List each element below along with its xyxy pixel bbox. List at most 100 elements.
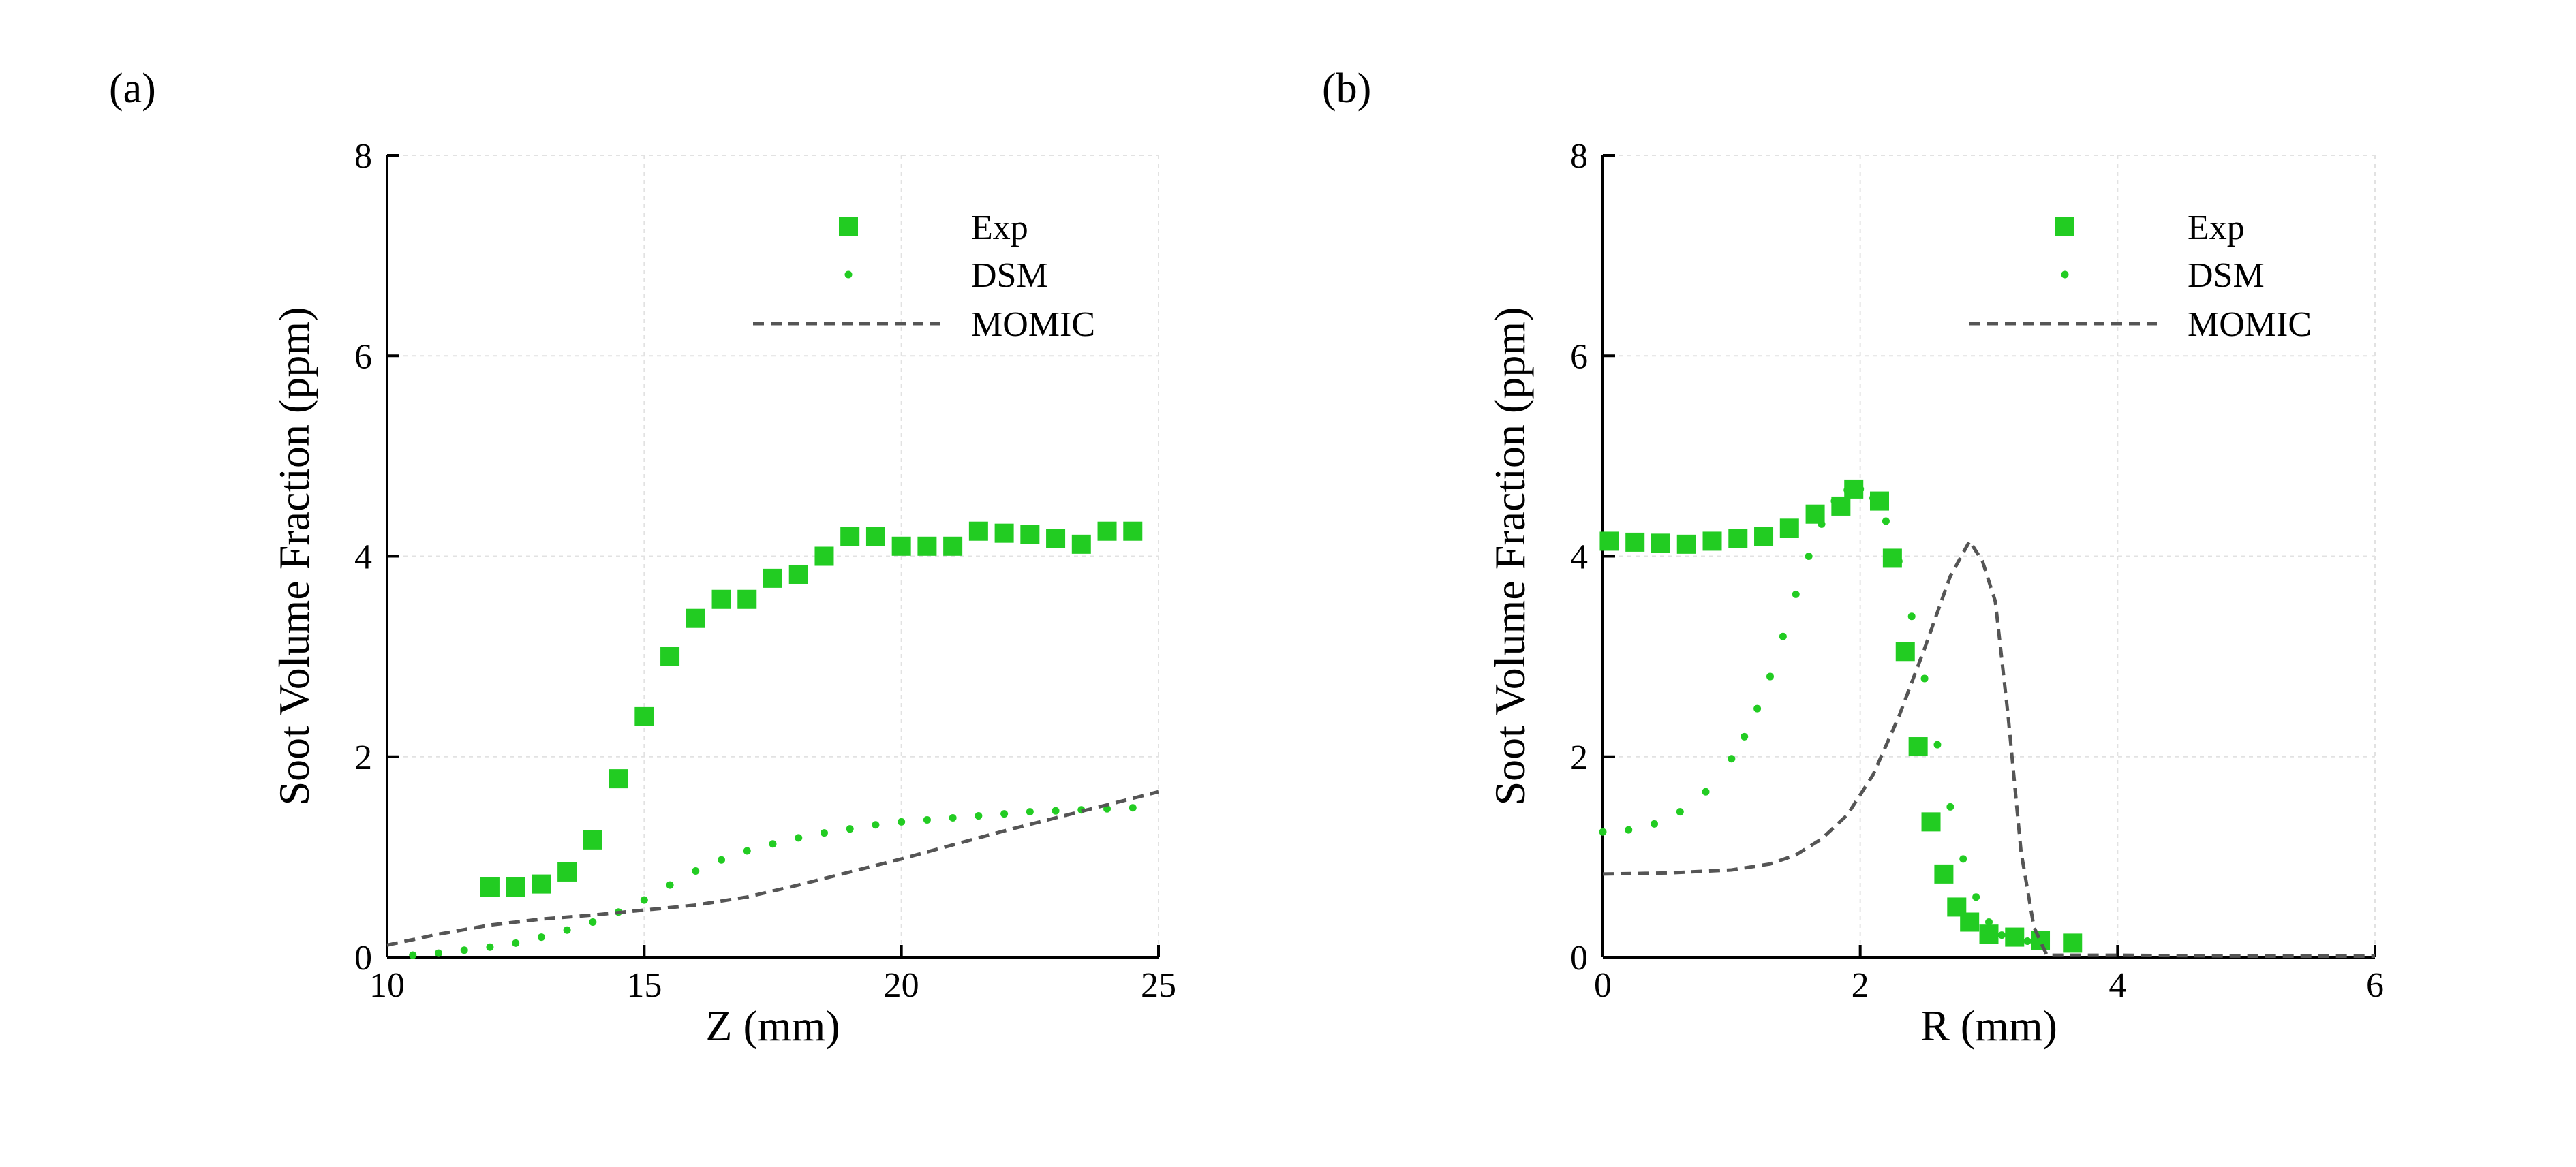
- x-tick-label: 6: [2366, 966, 2384, 1005]
- dsm-point: [512, 939, 520, 947]
- dsm-point: [1651, 820, 1659, 828]
- exp-point: [814, 546, 834, 566]
- dsm-point: [1985, 918, 1993, 927]
- dsm-point: [898, 818, 906, 826]
- dsm-point: [949, 813, 957, 822]
- exp-point: [1728, 529, 1748, 548]
- dsm-point: [1920, 674, 1929, 683]
- legend-dsm-marker: [844, 270, 853, 279]
- exp-point: [865, 527, 885, 546]
- dsm-point: [460, 946, 468, 954]
- legend-label: MOMIC: [2188, 305, 2312, 344]
- exp-point: [609, 769, 628, 789]
- exp-point: [994, 523, 1014, 543]
- y-tick-label: 8: [1570, 137, 1588, 176]
- exp-point: [1046, 529, 1066, 548]
- y-axis-title: Soot Volume Fraction (ppm): [1486, 307, 1534, 806]
- dsm-point: [1830, 497, 1839, 505]
- x-tick-label: 20: [884, 966, 919, 1005]
- dsm-point: [872, 821, 880, 829]
- exp-point: [1651, 533, 1670, 553]
- dsm-point: [769, 840, 777, 848]
- exp-point: [1921, 812, 1941, 832]
- dsm-point: [1741, 732, 1749, 741]
- dsm-point: [2023, 937, 2031, 945]
- exp-point: [1979, 924, 1999, 944]
- legend-dsm-marker: [2061, 270, 2069, 279]
- legend-exp-marker: [839, 217, 858, 236]
- y-tick-label: 6: [354, 337, 372, 376]
- dsm-point: [692, 867, 700, 875]
- dsm-point: [1026, 808, 1034, 816]
- exp-point: [737, 589, 757, 609]
- dsm-point: [434, 949, 442, 957]
- legend-label: MOMIC: [971, 305, 1095, 344]
- legend-label: Exp: [2188, 208, 2245, 247]
- exp-point: [1097, 521, 1117, 541]
- exp-point: [686, 608, 705, 628]
- exp-point: [2063, 933, 2083, 953]
- exp-point: [532, 874, 551, 894]
- dsm-point: [640, 896, 648, 904]
- x-tick-label: 2: [1852, 966, 1869, 1005]
- dsm-point: [563, 926, 571, 934]
- exp-point: [1676, 534, 1696, 554]
- dsm-point: [1753, 704, 1762, 713]
- exp-point: [660, 647, 680, 666]
- dsm-point: [1805, 553, 1813, 560]
- y-tick-label: 4: [354, 538, 372, 577]
- dsm-point: [1676, 808, 1684, 816]
- dsm-point: [1946, 803, 1954, 811]
- series-dsm: [1599, 485, 2044, 946]
- exp-point: [1908, 737, 1928, 757]
- exp-point: [1625, 532, 1645, 552]
- series-exp: [1599, 479, 2083, 953]
- dsm-point: [1933, 741, 1942, 749]
- legend-label: DSM: [2188, 256, 2265, 295]
- dsm-point: [1792, 590, 1800, 598]
- series-momic: [386, 790, 1159, 947]
- exp-point: [1754, 527, 1774, 546]
- exp-point: [763, 568, 782, 588]
- legend-exp-marker: [2055, 217, 2074, 236]
- dsm-point: [1702, 788, 1710, 796]
- dsm-point: [795, 834, 803, 842]
- x-tick-label: 25: [1141, 966, 1176, 1005]
- dsm-point: [1129, 804, 1137, 812]
- exp-point: [1934, 864, 1954, 884]
- dsm-point: [1818, 520, 1826, 528]
- exp-point: [968, 521, 988, 541]
- legend-label: Exp: [971, 208, 1028, 247]
- legend-label: DSM: [971, 256, 1048, 295]
- series-exp: [480, 521, 1143, 897]
- y-tick-label: 4: [1570, 538, 1588, 577]
- legend: Exp DSM MOMIC: [753, 208, 1095, 344]
- dsm-point: [1856, 485, 1865, 493]
- momic-line: [1602, 538, 2375, 958]
- series-momic: [1602, 538, 2375, 958]
- y-tick-label: 0: [354, 939, 372, 978]
- exp-point: [840, 527, 860, 546]
- exp-point: [1599, 531, 1619, 551]
- exp-point: [634, 706, 654, 726]
- dsm-point: [1959, 855, 1967, 863]
- dsm-point: [589, 918, 597, 927]
- dsm-point: [820, 829, 828, 837]
- dsm-point: [2010, 936, 2019, 944]
- exp-point: [788, 564, 808, 584]
- y-axis-title: Soot Volume Fraction (ppm): [270, 307, 318, 806]
- exp-point: [1123, 521, 1143, 541]
- exp-point: [557, 862, 577, 882]
- x-axis-title: Z (mm): [705, 1001, 840, 1050]
- legend: Exp DSM MOMIC: [1969, 208, 2312, 344]
- dsm-point: [1766, 672, 1774, 681]
- dsm-point: [1599, 828, 1607, 836]
- exp-point: [917, 536, 937, 556]
- dsm-point: [743, 847, 751, 855]
- dsm-point: [1000, 810, 1009, 818]
- x-axis-title: R (mm): [1920, 1001, 2057, 1050]
- dsm-point: [1052, 807, 1060, 815]
- dsm-point: [409, 951, 417, 959]
- dsm-point: [1728, 755, 1736, 763]
